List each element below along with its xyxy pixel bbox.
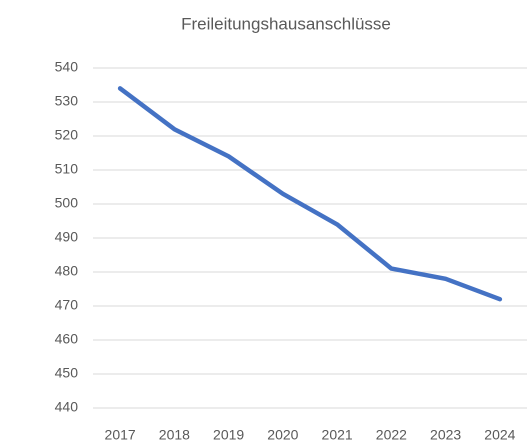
y-tick-label: 540 [55,59,79,75]
y-tick-label: 490 [55,229,79,245]
x-tick-label: 2018 [159,427,190,443]
chart-title: Freileitungshausanschlüsse [181,14,391,33]
y-tick-label: 500 [55,195,79,211]
x-tick-label: 2019 [213,427,244,443]
x-tick-label: 2017 [105,427,136,443]
x-tick-label: 2023 [430,427,461,443]
x-tick-label: 2020 [267,427,298,443]
y-tick-label: 480 [55,263,79,279]
x-tick-label: 2024 [484,427,515,443]
y-tick-label: 450 [55,365,79,381]
y-tick-label: 460 [55,331,79,347]
line [117,86,503,302]
y-tick-label: 520 [55,127,79,143]
y-tick-label: 530 [55,93,79,109]
y-tick-label: 470 [55,297,79,313]
x-tick-label: 2021 [322,427,353,443]
x-tick-label: 2022 [376,427,407,443]
y-tick-label: 510 [55,161,79,177]
y-tick-label: 440 [55,399,79,415]
